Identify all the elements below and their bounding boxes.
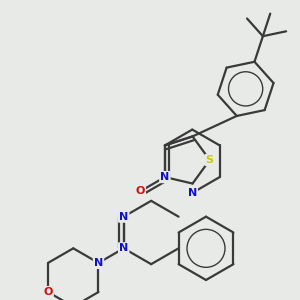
Text: O: O: [136, 186, 145, 196]
Text: N: N: [188, 188, 197, 198]
Text: S: S: [206, 155, 214, 165]
Text: N: N: [119, 243, 128, 253]
Text: N: N: [160, 172, 170, 182]
Text: N: N: [119, 212, 128, 222]
Text: N: N: [94, 258, 103, 268]
Text: O: O: [43, 287, 53, 297]
